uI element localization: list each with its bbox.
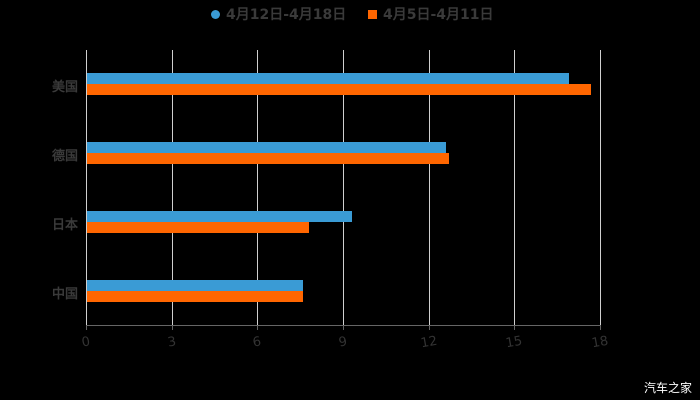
category-label: 美国	[51, 80, 78, 95]
circle-marker-icon	[211, 9, 220, 19]
x-tick-label: 12	[419, 333, 439, 352]
bar[interactable]	[87, 153, 449, 164]
category-label: 日本	[51, 218, 78, 233]
x-tick	[600, 325, 601, 330]
x-tick	[428, 325, 430, 330]
category-label: 中国	[51, 287, 78, 302]
x-tick-label: 18	[590, 333, 610, 352]
gridline	[514, 50, 516, 325]
square-marker-icon	[368, 9, 377, 19]
legend-item-week2[interactable]: 4月12日-4月18日	[211, 4, 346, 24]
bar[interactable]	[87, 222, 309, 233]
x-tick-label: 9	[337, 334, 349, 351]
x-tick	[86, 325, 87, 330]
y-axis-line	[86, 50, 87, 325]
legend-label: 4月5日-4月11日	[383, 7, 494, 23]
x-tick	[343, 325, 344, 330]
category-label: 德国	[51, 149, 78, 164]
x-tick-label: 15	[504, 333, 524, 352]
x-tick	[257, 325, 259, 330]
gridline	[257, 50, 259, 325]
gridline	[171, 50, 173, 325]
x-tick-label: 6	[251, 334, 263, 351]
legend-label: 4月12日-4月18日	[226, 7, 347, 23]
x-axis-line	[86, 325, 601, 326]
bar[interactable]	[87, 280, 304, 291]
gridline	[343, 50, 344, 325]
legend: 4月12日-4月18日 4月5日-4月11日	[0, 4, 700, 24]
bar[interactable]	[87, 211, 352, 222]
gridline	[600, 50, 601, 325]
bar[interactable]	[87, 73, 569, 84]
x-tick-label: 3	[166, 334, 178, 351]
x-tick	[514, 325, 516, 330]
legend-item-week1[interactable]: 4月5日-4月11日	[368, 4, 494, 24]
bar[interactable]	[87, 84, 592, 95]
x-tick	[171, 325, 173, 330]
watermark: 汽车之家	[643, 381, 692, 395]
bar[interactable]	[87, 291, 304, 302]
gridline	[428, 50, 430, 325]
bar[interactable]	[87, 142, 446, 153]
x-tick-label: 0	[80, 334, 92, 351]
